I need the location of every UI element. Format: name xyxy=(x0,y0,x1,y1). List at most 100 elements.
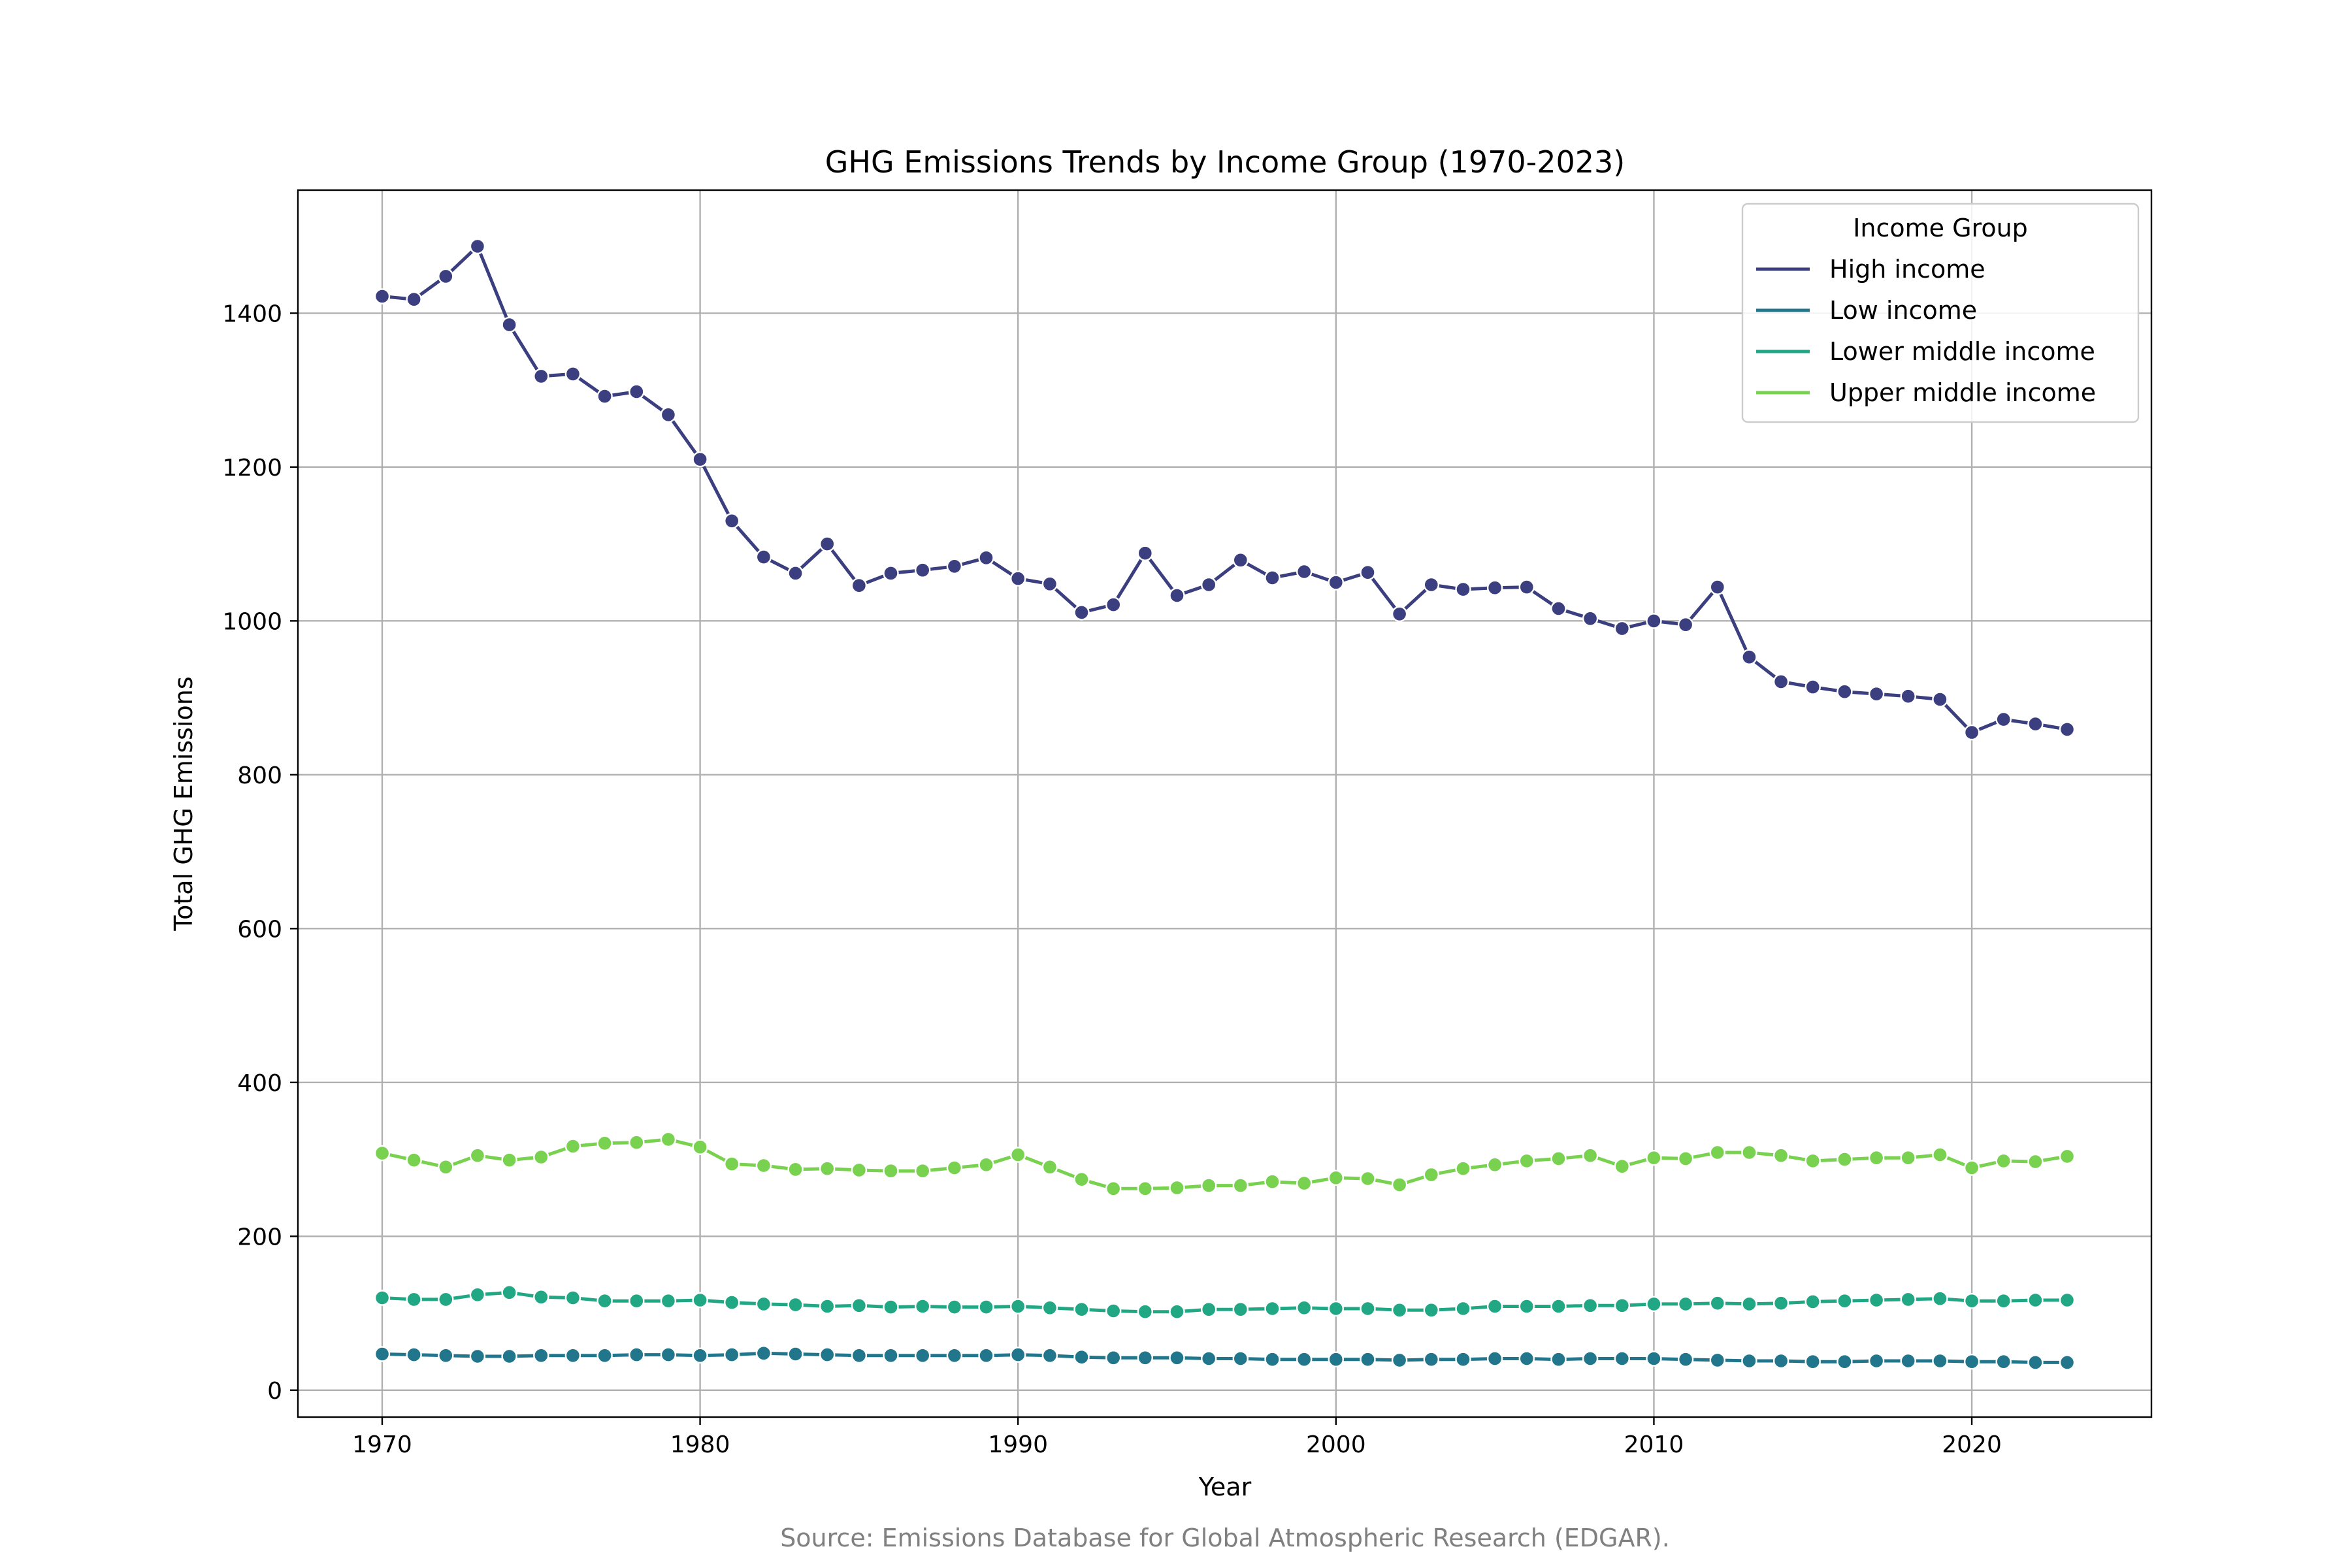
data-point-low-income xyxy=(1932,1352,1948,1369)
data-point-high-income xyxy=(851,578,868,594)
x-tick-label: 2020 xyxy=(1942,1431,2002,1458)
data-point-low-income xyxy=(2059,1354,2076,1371)
data-point-upper-middle-income xyxy=(755,1157,772,1174)
data-point-low-income xyxy=(1137,1350,1154,1366)
data-point-high-income xyxy=(1486,580,1503,596)
data-point-high-income xyxy=(1423,576,1440,593)
data-point-lower-middle-income xyxy=(1423,1302,1440,1318)
data-point-low-income xyxy=(1772,1352,1789,1369)
series-lower-middle-income xyxy=(374,1284,2076,1320)
data-point-upper-middle-income xyxy=(1900,1149,1916,1166)
data-point-upper-middle-income xyxy=(978,1156,994,1173)
data-point-upper-middle-income xyxy=(1328,1169,1345,1186)
data-point-lower-middle-income xyxy=(914,1298,931,1315)
data-point-upper-middle-income xyxy=(2027,1153,2044,1170)
x-tick-label: 1990 xyxy=(988,1431,1048,1458)
data-point-lower-middle-income xyxy=(723,1294,740,1311)
data-point-upper-middle-income xyxy=(660,1131,677,1148)
data-point-low-income xyxy=(1614,1350,1631,1367)
data-point-low-income xyxy=(1995,1353,2012,1370)
data-point-upper-middle-income xyxy=(819,1160,836,1177)
y-tick-label: 400 xyxy=(237,1070,282,1097)
data-point-high-income xyxy=(819,536,836,552)
data-point-lower-middle-income xyxy=(2027,1292,2044,1309)
data-point-upper-middle-income xyxy=(1455,1160,1471,1177)
data-point-lower-middle-income xyxy=(1169,1303,1185,1320)
data-point-upper-middle-income xyxy=(1582,1147,1599,1164)
data-point-high-income xyxy=(914,562,931,578)
data-point-lower-middle-income xyxy=(1105,1303,1122,1319)
legend-entry-upper-middle-income: Upper middle income xyxy=(1756,378,2096,407)
data-point-lower-middle-income xyxy=(1009,1298,1026,1315)
data-point-high-income xyxy=(1741,649,1757,665)
data-point-lower-middle-income xyxy=(438,1291,454,1308)
data-point-low-income xyxy=(1837,1353,1853,1370)
data-point-high-income xyxy=(1391,606,1408,622)
data-point-lower-middle-income xyxy=(1041,1299,1058,1316)
data-point-low-income xyxy=(1009,1347,1026,1363)
data-point-low-income xyxy=(1900,1352,1916,1369)
data-point-high-income xyxy=(1455,581,1471,598)
data-point-high-income xyxy=(1646,613,1662,629)
data-point-lower-middle-income xyxy=(406,1291,422,1308)
data-point-lower-middle-income xyxy=(1455,1300,1471,1317)
data-point-high-income xyxy=(374,288,391,304)
data-point-high-income xyxy=(946,558,963,574)
data-point-low-income xyxy=(1868,1352,1885,1369)
data-point-low-income xyxy=(755,1345,772,1362)
data-point-high-income xyxy=(660,406,677,423)
data-point-lower-middle-income xyxy=(692,1292,708,1309)
data-point-upper-middle-income xyxy=(883,1162,899,1179)
data-point-high-income xyxy=(978,549,994,566)
data-point-low-income xyxy=(1455,1351,1471,1367)
data-point-upper-middle-income xyxy=(596,1135,613,1152)
data-point-lower-middle-income xyxy=(1963,1292,1980,1309)
data-point-low-income xyxy=(1805,1353,1821,1370)
data-point-upper-middle-income xyxy=(1805,1152,1821,1169)
data-point-high-income xyxy=(1200,576,1217,593)
data-point-high-income xyxy=(1296,563,1313,580)
chart-title: GHG Emissions Trends by Income Group (19… xyxy=(825,144,1625,180)
data-point-lower-middle-income xyxy=(978,1299,994,1315)
data-point-lower-middle-income xyxy=(1741,1296,1757,1313)
data-point-lower-middle-income xyxy=(533,1289,549,1305)
data-point-low-income xyxy=(1296,1351,1313,1367)
data-point-upper-middle-income xyxy=(1200,1177,1217,1194)
data-point-low-income xyxy=(914,1347,931,1364)
axis-ticks: 1970 1980 1990 2000 2010 2020 0 200 400 600 800 100… xyxy=(222,301,2001,1458)
data-point-low-income xyxy=(1391,1352,1408,1369)
data-point-upper-middle-income xyxy=(1360,1170,1376,1187)
data-point-high-income xyxy=(883,565,899,581)
data-point-upper-middle-income xyxy=(1963,1160,1980,1176)
series-high-income xyxy=(374,238,2076,741)
y-tick-label: 1200 xyxy=(222,455,282,482)
data-point-high-income xyxy=(723,513,740,529)
data-point-lower-middle-income xyxy=(1328,1300,1345,1317)
data-point-upper-middle-income xyxy=(851,1162,868,1179)
data-point-high-income xyxy=(1137,545,1154,561)
data-point-upper-middle-income xyxy=(1614,1158,1631,1175)
data-point-low-income xyxy=(1232,1350,1249,1367)
data-point-high-income xyxy=(1518,579,1535,595)
data-point-upper-middle-income xyxy=(1296,1175,1313,1192)
data-point-high-income xyxy=(1360,564,1376,581)
x-tick-label: 1980 xyxy=(670,1431,730,1458)
data-point-high-income xyxy=(501,316,517,333)
data-point-high-income xyxy=(596,388,613,404)
data-point-lower-middle-income xyxy=(1900,1291,1916,1308)
data-point-lower-middle-income xyxy=(1995,1292,2012,1309)
legend-entry-high-income: High income xyxy=(1756,255,1985,284)
data-point-upper-middle-income xyxy=(1646,1149,1662,1166)
data-point-low-income xyxy=(787,1346,804,1362)
data-point-high-income xyxy=(469,238,486,255)
data-point-low-income xyxy=(946,1347,963,1364)
data-point-lower-middle-income xyxy=(374,1290,391,1306)
data-point-upper-middle-income xyxy=(406,1152,422,1168)
data-point-high-income xyxy=(533,368,549,385)
data-point-high-income xyxy=(1932,691,1948,708)
data-point-upper-middle-income xyxy=(1518,1152,1535,1169)
data-point-lower-middle-income xyxy=(469,1286,486,1303)
data-point-low-income xyxy=(406,1347,422,1363)
data-point-low-income xyxy=(1741,1352,1757,1369)
data-point-lower-middle-income xyxy=(755,1296,772,1313)
